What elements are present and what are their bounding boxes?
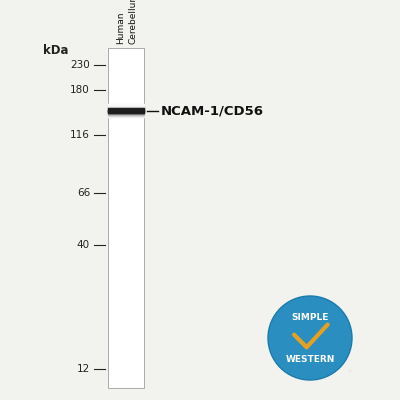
Text: 230: 230 [70,60,90,70]
Text: 12: 12 [77,364,90,374]
Text: SIMPLE: SIMPLE [291,312,329,322]
Text: Cerebellum: Cerebellum [128,0,137,44]
Circle shape [268,296,352,380]
Text: Human: Human [116,12,125,44]
Text: NCAM-1/CD56: NCAM-1/CD56 [161,104,264,117]
Text: R: R [348,370,351,374]
Text: kDa: kDa [43,44,69,57]
Text: WESTERN: WESTERN [285,355,335,364]
Text: 180: 180 [70,85,90,95]
Bar [108,48,144,388]
Text: 66: 66 [77,188,90,198]
Text: 40: 40 [77,240,90,250]
Bar [108,108,144,113]
Text: 116: 116 [70,130,90,140]
